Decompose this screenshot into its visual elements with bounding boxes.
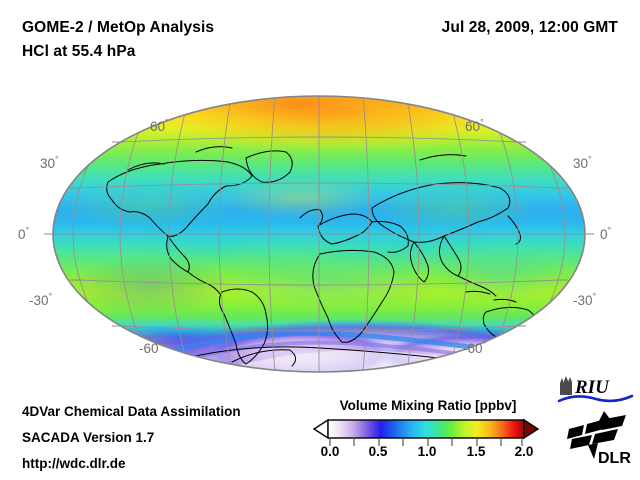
colorbar-tick-3: 1.5 [466,444,486,459]
lat-label-right-30n: 30° [573,154,592,171]
colorbar-high-cap [523,418,540,440]
lat-label-left-0: 0° [18,225,30,242]
colorbar-gradient [327,419,525,439]
axis-ticks [44,141,594,327]
lat-label-left-30n: 30° [40,154,59,171]
colorbar-tick-1: 0.5 [368,444,388,459]
footer-line-url[interactable]: http://wdc.dlr.de [22,456,126,471]
footer-line-version: SACADA Version 1.7 [22,430,155,445]
page-subtitle: HCl at 55.4 hPa [22,43,136,60]
dlr-logo-text: DLR [598,450,631,467]
colorbar-tick-4: 2.0 [514,444,534,459]
colorbar-tick-0: 0.0 [320,444,340,459]
colorbar-low-cap [312,418,329,440]
colorbar: Volume Mixing Ratio [ppbv] [312,398,544,462]
lat-label-right-30s: -30° [573,291,597,308]
page-title: GOME-2 / MetOp Analysis [22,19,215,36]
lat-label-right-0: 0° [600,225,612,242]
lat-label-left-30s: -30° [29,291,53,308]
map-svg [44,95,594,373]
lat-label-left-60s: -60° [139,339,163,356]
datetime-label: Jul 28, 2009, 12:00 GMT [441,19,618,36]
riu-logo-text: RIU [574,377,610,398]
footer-line-method: 4DVar Chemical Data Assimilation [22,404,241,419]
colorbar-tick-2: 1.0 [417,444,437,459]
riu-logo: RIU [557,376,634,403]
world-map: 60° 30° 0° -30° -60° 60° 30° 0° -30° -60… [0,86,640,382]
lat-label-right-60n: 60° [465,117,484,134]
riu-skyline-icon [560,376,572,395]
dlr-wing-icon [567,411,626,459]
colorbar-scale [312,418,540,446]
riu-swoosh-icon [557,394,634,403]
lat-label-right-60s: -60° [463,339,487,356]
lat-label-left-60n: 60° [150,117,169,134]
dlr-logo: DLR [567,411,631,467]
colorbar-ticks [329,439,523,446]
colorbar-tick-labels: 0.0 0.5 1.0 1.5 2.0 [312,444,544,462]
colorbar-title: Volume Mixing Ratio [ppbv] [339,398,517,413]
